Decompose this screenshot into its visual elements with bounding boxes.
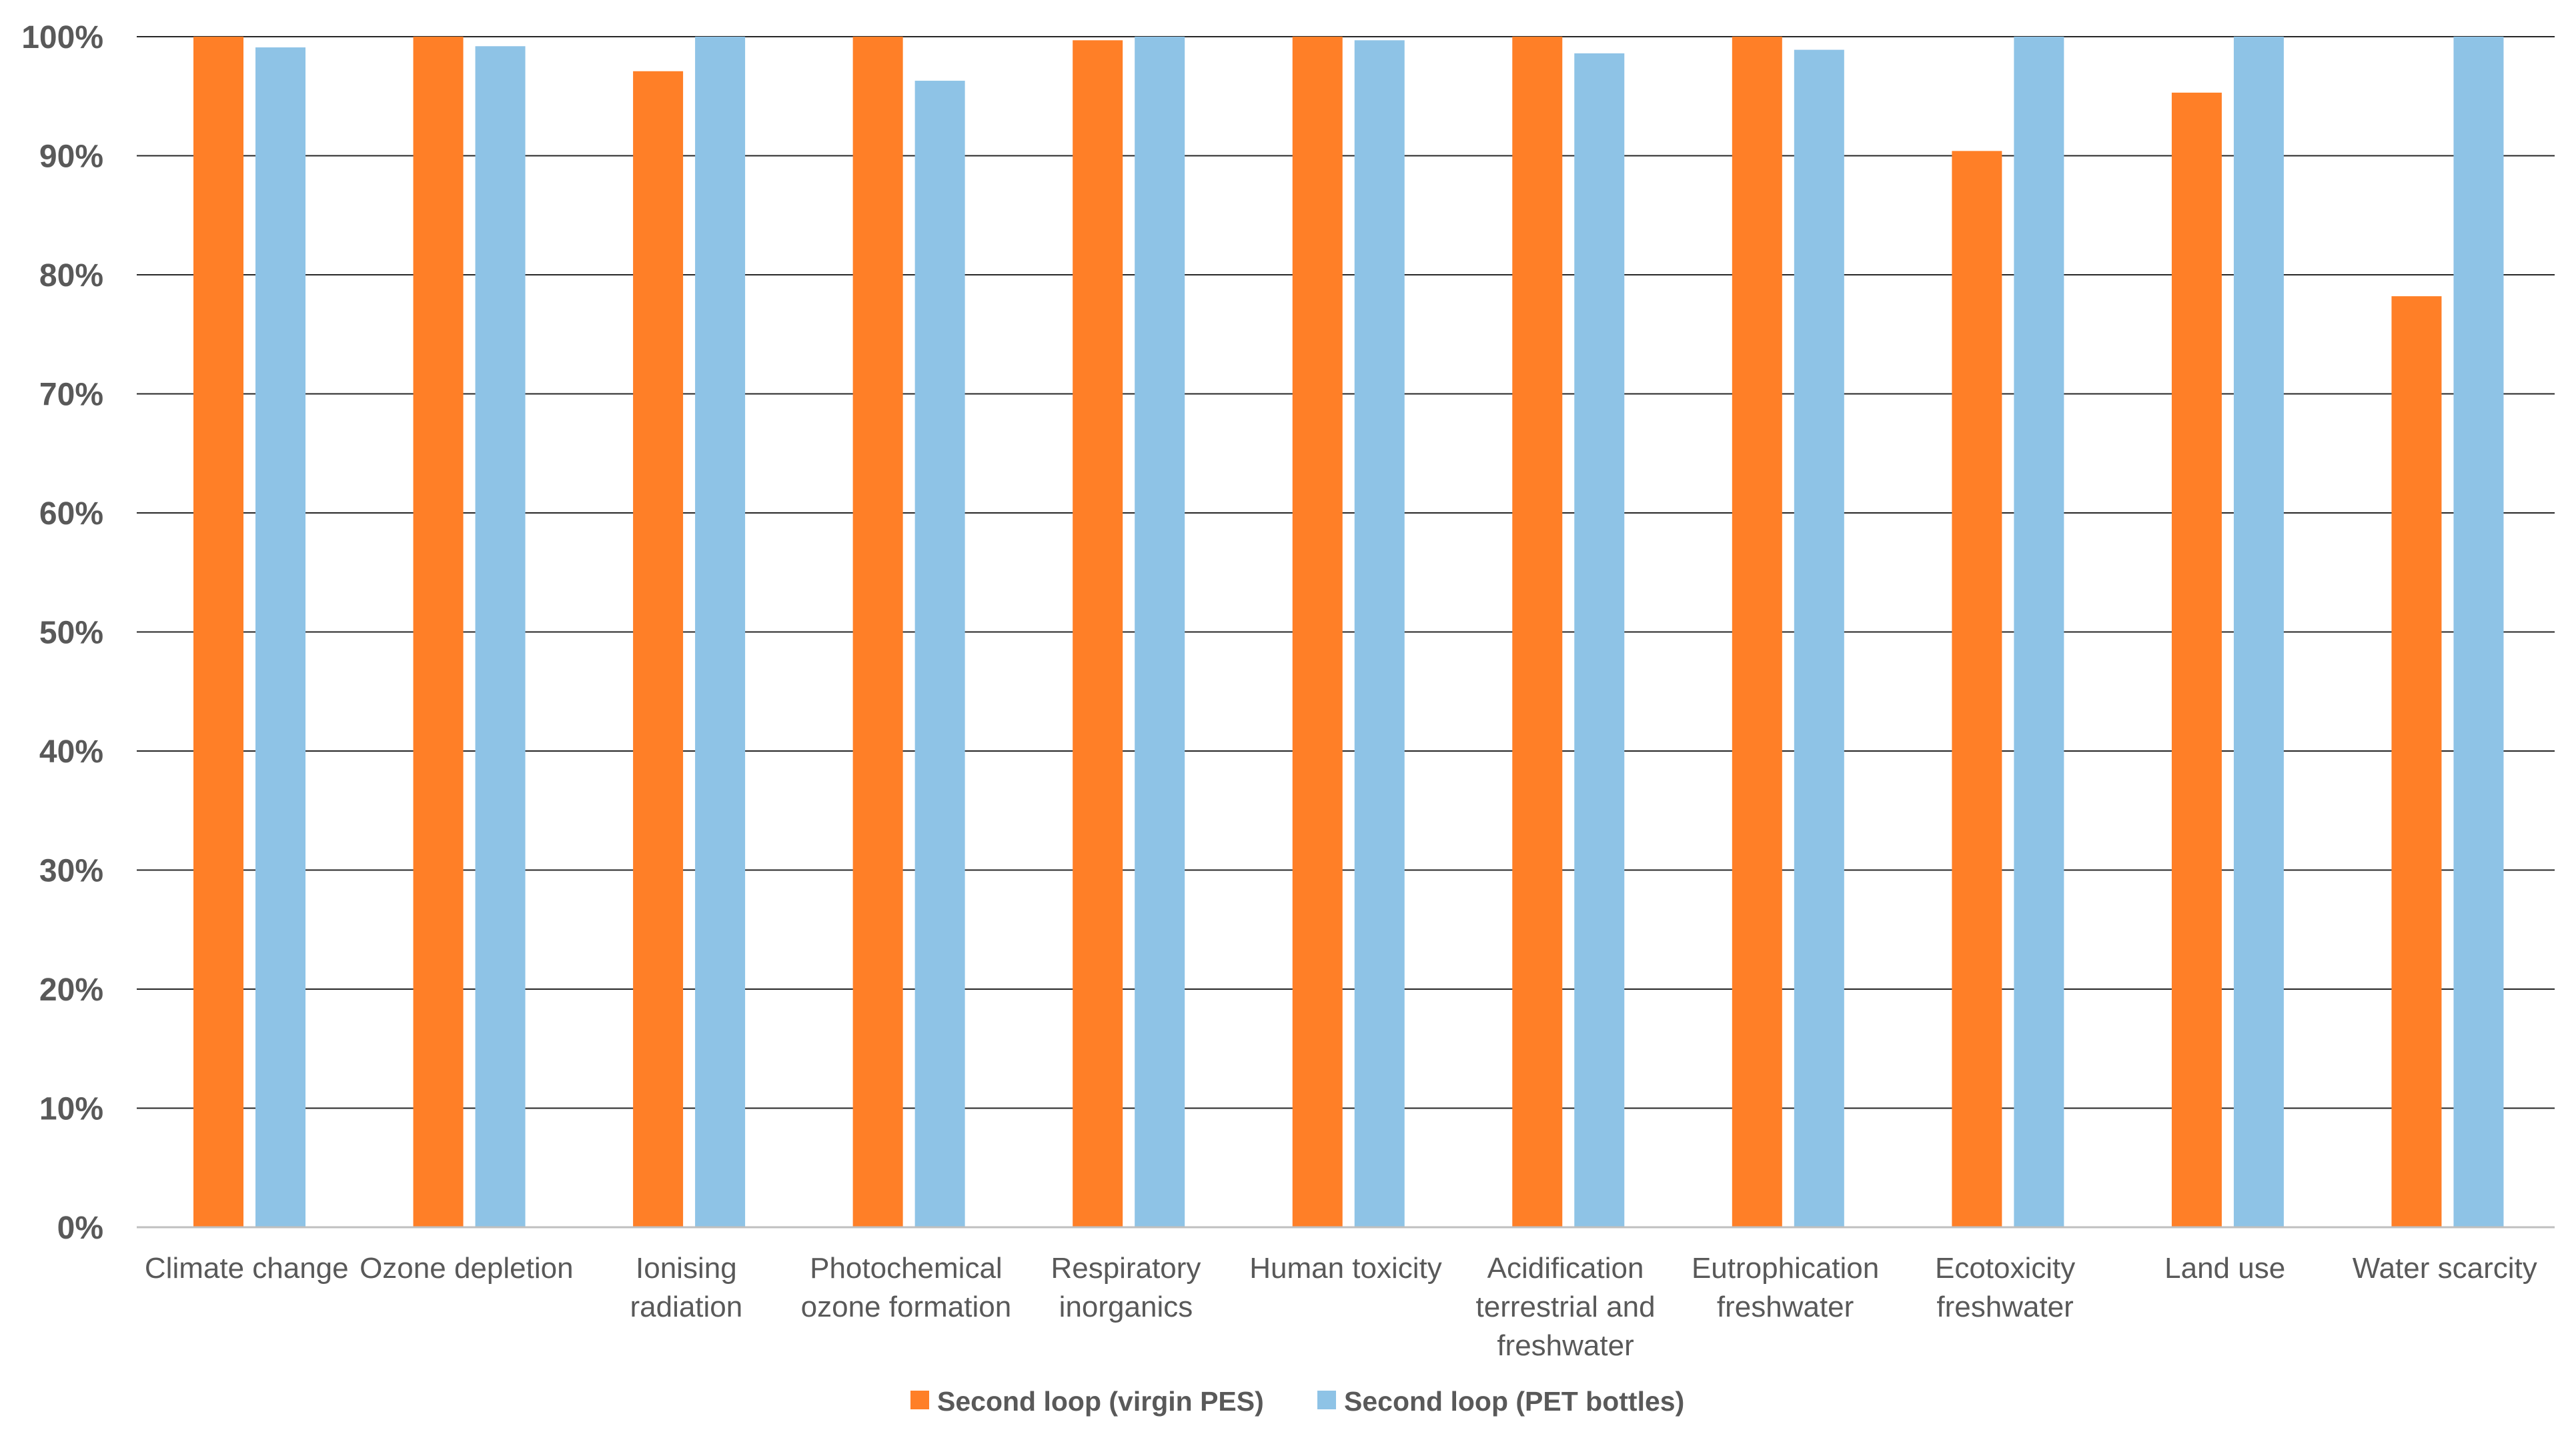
bar-series-1 — [1512, 37, 1563, 1227]
bar-series-1 — [2391, 296, 2442, 1227]
x-tick-label: terrestrial and — [1476, 1291, 1656, 1323]
bar-series-2 — [255, 47, 305, 1228]
x-tick-label: Human toxicity — [1249, 1252, 1442, 1285]
bar-series-1 — [633, 71, 684, 1227]
x-tick-label: freshwater — [1936, 1291, 2073, 1323]
bar-series-2 — [2233, 37, 2284, 1227]
x-tick-label: Ozone depletion — [360, 1252, 573, 1285]
x-tick-label: Acidification — [1487, 1252, 1644, 1285]
bar-series-1 — [193, 37, 243, 1227]
gridlines — [137, 36, 2555, 1109]
x-tick-label: Land use — [2164, 1252, 2285, 1285]
bar-series-1 — [1732, 37, 1782, 1227]
bar-series-2 — [1354, 40, 1405, 1228]
x-tick-label: freshwater — [1717, 1291, 1854, 1323]
y-tick-label: 50% — [39, 616, 103, 651]
bars — [193, 37, 2504, 1228]
y-tick-label: 100% — [21, 20, 103, 55]
x-tick-label: Water scarcity — [2353, 1252, 2537, 1285]
x-tick-label: Eutrophication — [1692, 1252, 1879, 1285]
bar-series-2 — [1135, 37, 1185, 1227]
y-tick-label: 10% — [39, 1092, 103, 1127]
x-tick-label: radiation — [630, 1291, 742, 1323]
x-tick-label: freshwater — [1497, 1329, 1634, 1362]
y-tick-label: 30% — [39, 854, 103, 889]
y-axis-ticks: 0% 10% 20% 30% 40% 50% 60% 70% 80% 90% 100% — [21, 20, 103, 1246]
legend-swatch — [910, 1391, 929, 1409]
bar-series-1 — [1952, 151, 2002, 1228]
x-tick-label: Respiratory — [1051, 1252, 1201, 1285]
x-tick-label: ozone formation — [801, 1291, 1012, 1323]
x-tick-label: Photochemical — [810, 1252, 1003, 1285]
y-tick-label: 20% — [39, 972, 103, 1008]
x-axis-ticks: Climate change Ozone depletion Ionising rad… — [145, 1252, 2537, 1362]
y-tick-label: 60% — [39, 496, 103, 532]
bar-series-1 — [1073, 40, 1123, 1228]
legend-swatch — [1317, 1391, 1336, 1409]
y-tick-label: 90% — [39, 139, 103, 175]
bar-series-1 — [413, 37, 464, 1227]
y-tick-label: 70% — [39, 378, 103, 413]
x-tick-label: Ionising — [636, 1252, 737, 1285]
y-tick-label: 80% — [39, 258, 103, 293]
bar-series-2 — [1794, 49, 1844, 1227]
bar-series-2 — [1574, 53, 1625, 1228]
bar-series-2 — [914, 81, 965, 1227]
bar-series-2 — [475, 46, 526, 1227]
x-tick-label: Ecotoxicity — [1935, 1252, 2075, 1285]
y-tick-label: 40% — [39, 734, 103, 770]
bar-series-1 — [1292, 37, 1343, 1227]
bar-series-2 — [2453, 37, 2504, 1227]
legend: Second loop (virgin PES) Second loop (PET… — [910, 1386, 1684, 1417]
bar-series-2 — [695, 37, 746, 1227]
bar-series-1 — [852, 37, 903, 1227]
x-tick-label: inorganics — [1059, 1291, 1193, 1323]
legend-label[interactable]: Second loop (virgin PES) — [937, 1386, 1264, 1417]
bar-series-2 — [2014, 37, 2064, 1227]
x-tick-label: Climate change — [145, 1252, 349, 1285]
bar-series-1 — [2171, 92, 2222, 1227]
legend-label[interactable]: Second loop (PET bottles) — [1344, 1386, 1684, 1417]
y-tick-label: 0% — [57, 1211, 103, 1246]
